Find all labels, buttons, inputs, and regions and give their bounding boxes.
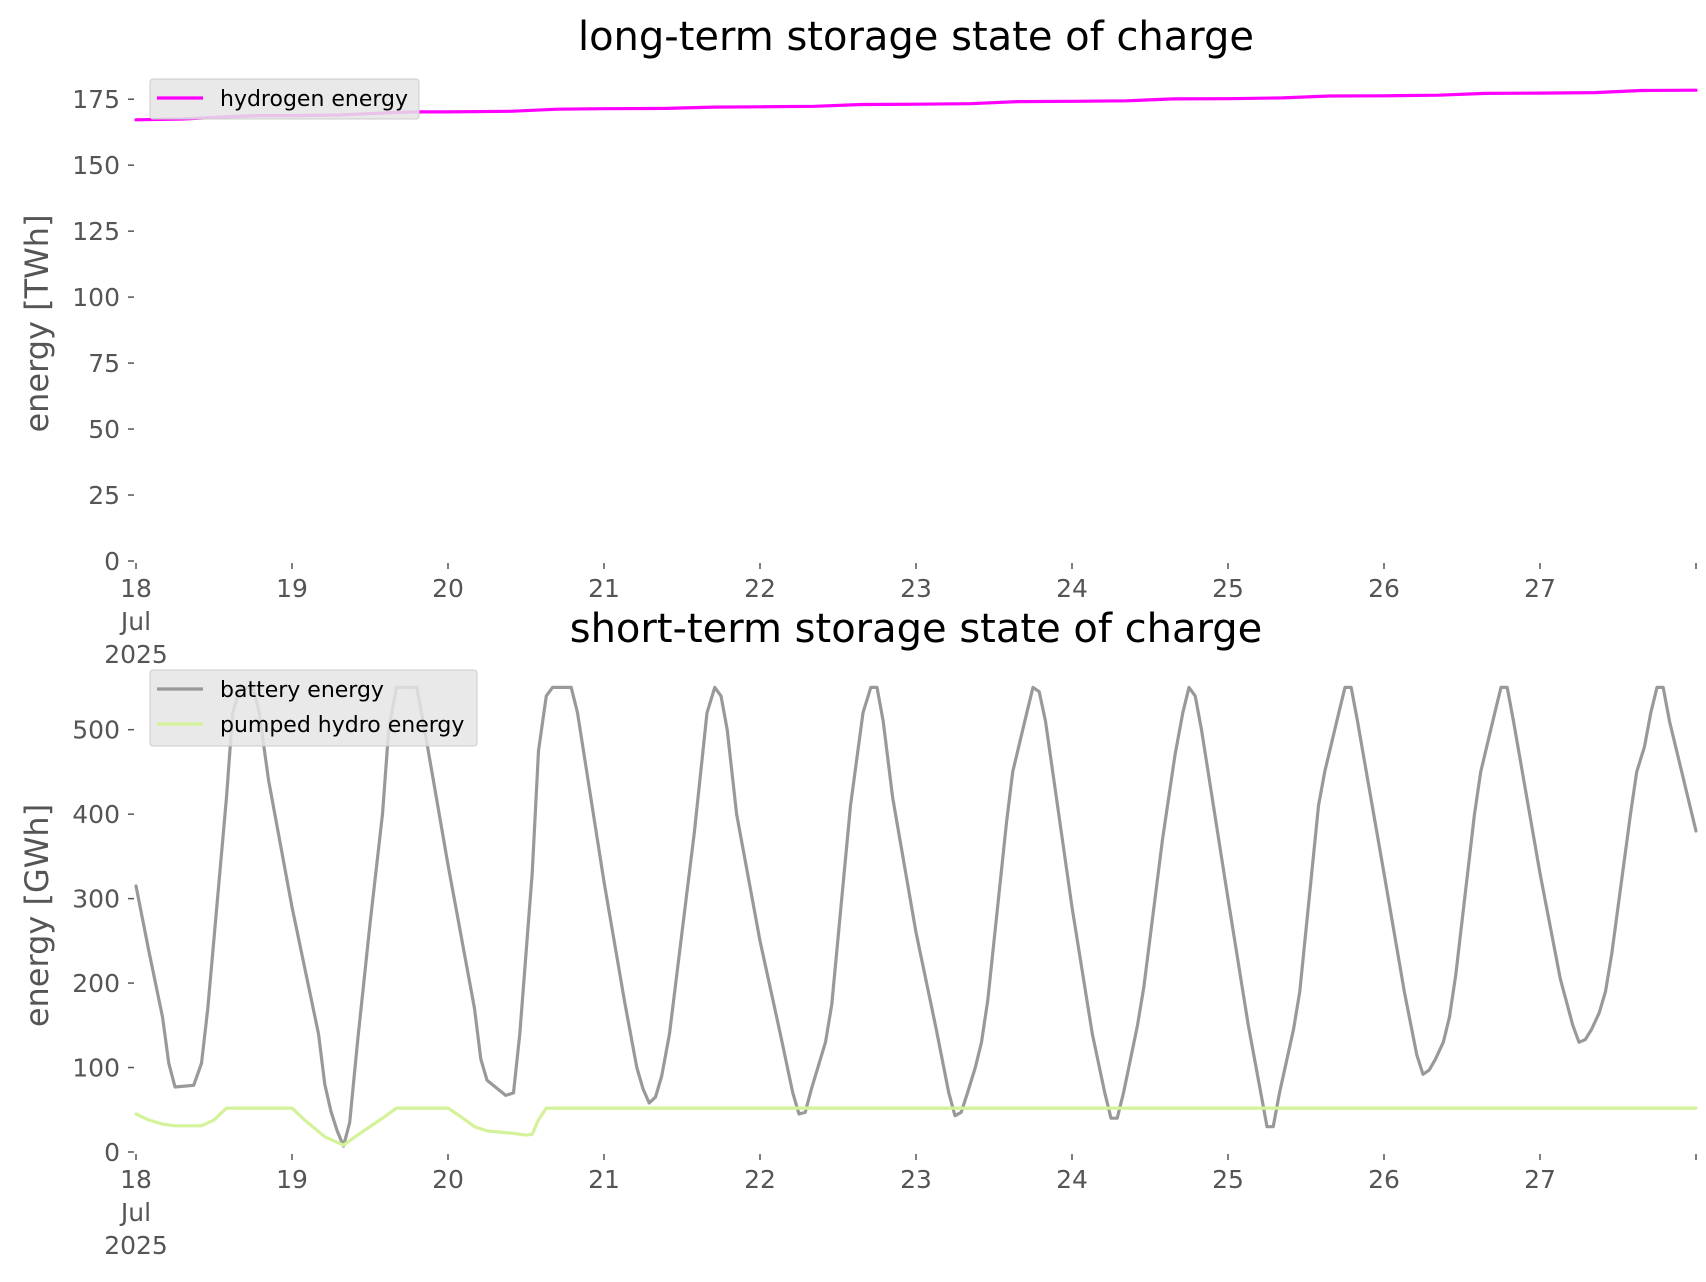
chart-panel-1: long-term storage state of charge energy … <box>18 14 1698 669</box>
x-tick-label: 19 <box>276 574 308 603</box>
chart-title: long-term storage state of charge <box>578 14 1254 60</box>
x-tick-label: 24 <box>1056 1165 1088 1194</box>
x-tick-label: 20 <box>432 1165 464 1194</box>
x-tick-label: 25 <box>1212 574 1244 603</box>
series-line <box>134 685 1698 1148</box>
x-tick-label: 20 <box>432 574 464 603</box>
y-tick-label: 150 <box>72 151 120 180</box>
legend-label: hydrogen energy <box>220 87 408 112</box>
legend: hydrogen energy <box>149 78 420 120</box>
series-line <box>134 1106 1698 1147</box>
y-tick-label: 300 <box>72 885 120 914</box>
y-tick-label: 75 <box>88 349 120 378</box>
x-tick-label: 23 <box>900 574 932 603</box>
y-axis-label: energy [GWh] <box>18 804 56 1027</box>
chart-panel-2: short-term storage state of charge energy… <box>18 606 1698 1260</box>
legend-label: pumped hydro energy <box>220 713 464 738</box>
x-tick-label: 24 <box>1056 574 1088 603</box>
y-tick-label: 100 <box>72 1054 120 1083</box>
x-tick-label: 2025 <box>104 1231 168 1260</box>
y-tick-label: 125 <box>72 217 120 246</box>
y-axis-label: energy [TWh] <box>18 214 56 432</box>
x-tick-label: 25 <box>1212 1165 1244 1194</box>
y-tick-label: 25 <box>88 481 120 510</box>
y-tick-label: 0 <box>104 547 120 576</box>
x-tick-label: 18 <box>120 1165 152 1194</box>
y-tick-label: 50 <box>88 415 120 444</box>
x-tick-label: 22 <box>744 1165 776 1194</box>
legend-label: battery energy <box>220 678 384 703</box>
x-tick-label: 27 <box>1524 1165 1556 1194</box>
x-tick-label: Jul <box>119 607 151 636</box>
x-tick-label: 2025 <box>104 640 168 669</box>
x-tick-label: 26 <box>1368 1165 1400 1194</box>
y-tick-label: 200 <box>72 969 120 998</box>
y-tick-label: 400 <box>72 800 120 829</box>
legend: battery energy pumped hydro energy <box>149 669 478 747</box>
chart-title: short-term storage state of charge <box>570 606 1263 652</box>
x-tick-label: 23 <box>900 1165 932 1194</box>
legend-box <box>149 669 478 747</box>
x-tick-label: 21 <box>588 574 620 603</box>
y-tick-label: 175 <box>72 85 120 114</box>
x-tick-label: Jul <box>119 1198 151 1227</box>
x-tick-label: 18 <box>120 574 152 603</box>
y-tick-label: 100 <box>72 283 120 312</box>
x-tick-label: 26 <box>1368 574 1400 603</box>
y-tick-label: 0 <box>104 1138 120 1167</box>
legend-box <box>149 78 420 120</box>
x-tick-label: 22 <box>744 574 776 603</box>
x-tick-label: 27 <box>1524 574 1556 603</box>
x-tick-label: 19 <box>276 1165 308 1194</box>
y-tick-label: 500 <box>72 716 120 745</box>
x-tick-label: 21 <box>588 1165 620 1194</box>
